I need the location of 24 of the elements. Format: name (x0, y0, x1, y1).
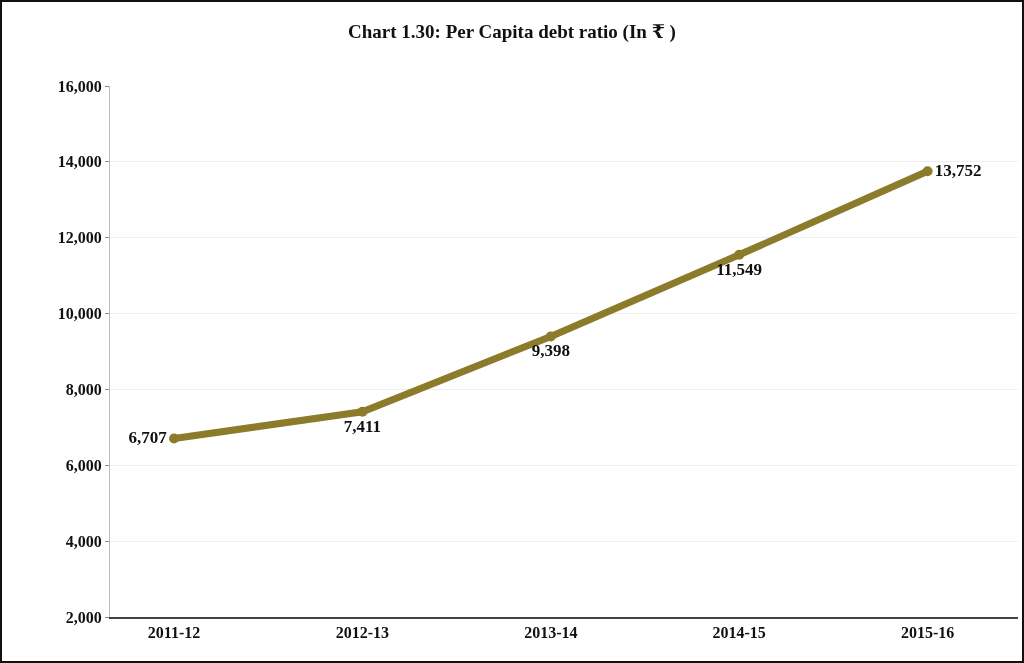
x-tick-label: 2014-15 (712, 623, 766, 641)
data-label: 6,707 (128, 427, 168, 447)
y-tick-label: 16,000 (57, 77, 102, 95)
point (169, 433, 180, 444)
y-tick-label: 8,000 (65, 381, 102, 399)
y-tick-label: 2,000 (65, 608, 102, 626)
data-label: 7,411 (343, 416, 382, 436)
chart-title: Chart 1.30: Per Capita debt ratio (In ₹ ) (348, 21, 676, 44)
y-tick-label: 12,000 (57, 229, 102, 247)
data-label: 9,398 (531, 341, 570, 361)
data-label: 13,752 (934, 160, 982, 180)
x-tick-label: 2012-13 (335, 623, 390, 641)
y-tick-label: 10,000 (57, 305, 102, 323)
point (357, 406, 368, 417)
point (545, 331, 556, 342)
y-tick-label: 14,000 (57, 153, 102, 171)
data-label: 11,549 (716, 259, 763, 279)
x-tick-label: 2013-14 (524, 623, 578, 641)
point (922, 166, 933, 177)
point (734, 249, 745, 260)
y-tick-label: 4,000 (65, 532, 102, 550)
y-tick-label: 6,000 (65, 456, 102, 474)
x-tick-label: 2011-12 (147, 623, 201, 641)
x-tick-label: 2015-16 (900, 623, 955, 641)
